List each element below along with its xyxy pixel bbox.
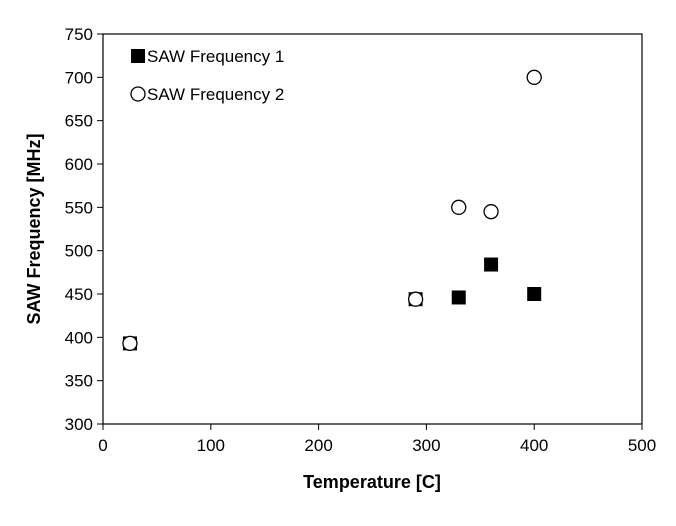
x-tick-label: 400 xyxy=(520,436,548,455)
tick-layer: 300 350 400 450 500 550 600 650 700 750 0 100 200 300… xyxy=(65,25,657,455)
y-tick-label: 500 xyxy=(65,242,93,261)
y-tick-label: 350 xyxy=(65,372,93,391)
data-point-series-1 xyxy=(484,257,499,272)
y-tick-label: 550 xyxy=(65,198,93,217)
y-tick-label: 400 xyxy=(65,328,93,347)
legend-marker-series-1 xyxy=(131,49,145,63)
legend: SAW Frequency 1 SAW Frequency 2 xyxy=(130,47,284,104)
data-point-series-2 xyxy=(483,204,499,220)
x-tick-label: 100 xyxy=(197,436,225,455)
data-point-series-1 xyxy=(451,290,466,305)
data-point-series-2 xyxy=(526,69,542,85)
data-point-series-2 xyxy=(122,335,138,352)
y-tick-label: 650 xyxy=(65,112,93,131)
y-tick-label: 300 xyxy=(65,415,93,434)
data-point-series-1 xyxy=(527,287,542,301)
x-tick-label: 500 xyxy=(628,436,656,455)
legend-label-series-2: SAW Frequency 2 xyxy=(147,85,284,104)
points-layer xyxy=(122,69,542,352)
y-tick-label: 750 xyxy=(65,25,93,44)
x-tick-label: 200 xyxy=(304,436,332,455)
plot-area xyxy=(102,33,643,425)
x-axis-title: Temperature [C] xyxy=(303,472,441,492)
legend-marker-series-2 xyxy=(130,86,146,102)
legend-label-series-1: SAW Frequency 1 xyxy=(147,47,284,66)
y-tick-label: 700 xyxy=(65,68,93,87)
x-tick-label: 0 xyxy=(98,436,107,455)
data-point-series-2 xyxy=(407,291,424,307)
x-tick-label: 300 xyxy=(412,436,440,455)
y-tick-label: 450 xyxy=(65,285,93,304)
y-tick-label: 600 xyxy=(65,155,93,174)
y-axis-title: SAW Frequency [MHz] xyxy=(24,133,44,324)
data-point-series-2 xyxy=(451,199,467,215)
